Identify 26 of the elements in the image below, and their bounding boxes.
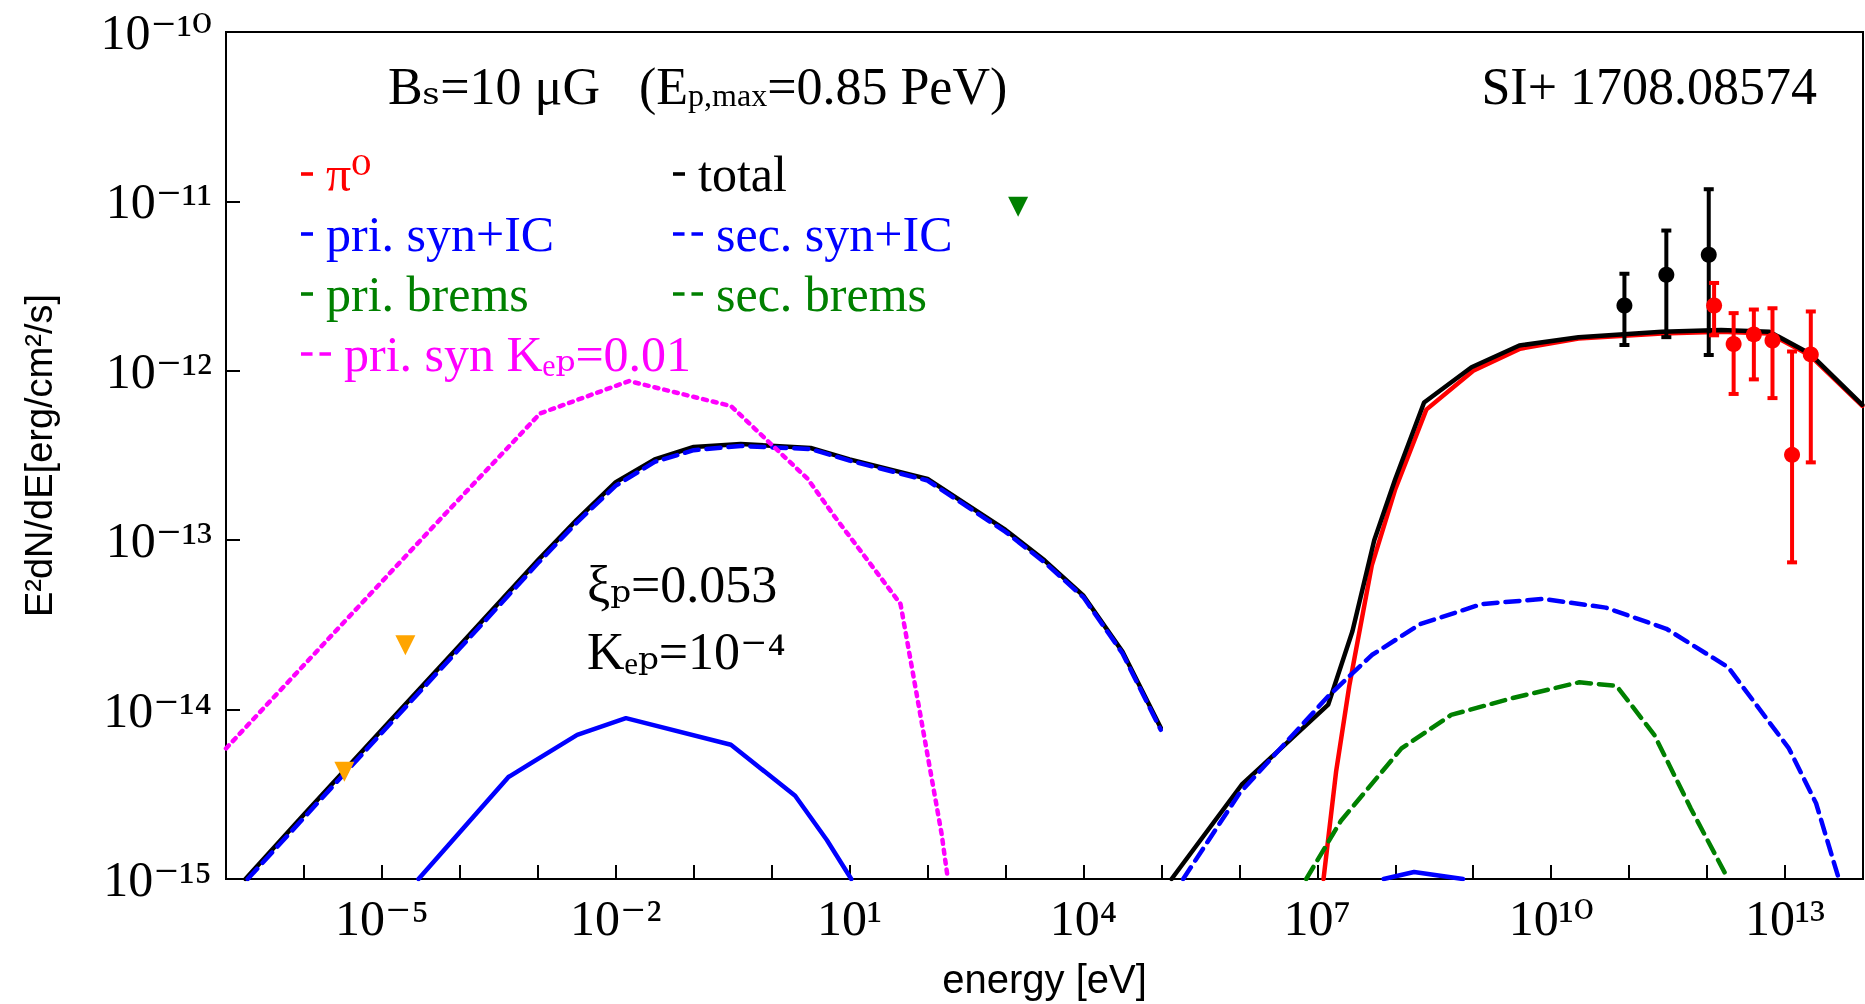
annotation: Kₑₚ=10⁻⁴ <box>587 622 786 680</box>
legend-label: pri. syn Kₑₚ=0.01 <box>344 326 692 382</box>
x-axis-title: energy [eV] <box>942 957 1147 1001</box>
x-tick-label: 10¹ <box>817 890 883 946</box>
x-tick-label: 10⁻² <box>570 890 662 946</box>
legend-label: sec. syn+IC <box>716 206 953 262</box>
legend-label: pri. syn+IC <box>326 206 555 262</box>
legend-label: π⁰ <box>326 146 372 202</box>
annotation: SI+ 1708.08574 <box>1481 57 1817 115</box>
y-tick-label: 10⁻¹⁵ <box>103 851 212 907</box>
y-tick-label: 10⁻¹⁴ <box>103 681 212 738</box>
legend-label: sec. brems <box>716 266 928 322</box>
x-tick-label: 10⁻⁵ <box>334 890 429 946</box>
annotation: Bₛ=10 μG (Ep,max=0.85 PeV) <box>388 57 1008 116</box>
y-tick-label: 10⁻¹⁰ <box>100 4 212 60</box>
y-tick-label: 10⁻¹² <box>105 342 212 399</box>
x-tick-label: 10¹⁰ <box>1508 890 1594 946</box>
y-axis-title: E²dN/dE[erg/cm²/s] <box>18 293 60 618</box>
y-tick-label: 10⁻¹¹ <box>105 173 212 230</box>
legend-label: pri. brems <box>326 266 529 322</box>
x-tick-label: 10⁴ <box>1049 890 1118 946</box>
y-tick-label: 10⁻¹³ <box>105 512 213 569</box>
annotation: ξₚ=0.053 <box>587 555 778 613</box>
x-tick-label: 10¹³ <box>1745 890 1826 946</box>
x-tick-label: 10⁷ <box>1283 890 1352 946</box>
legend-label: total <box>698 146 787 202</box>
